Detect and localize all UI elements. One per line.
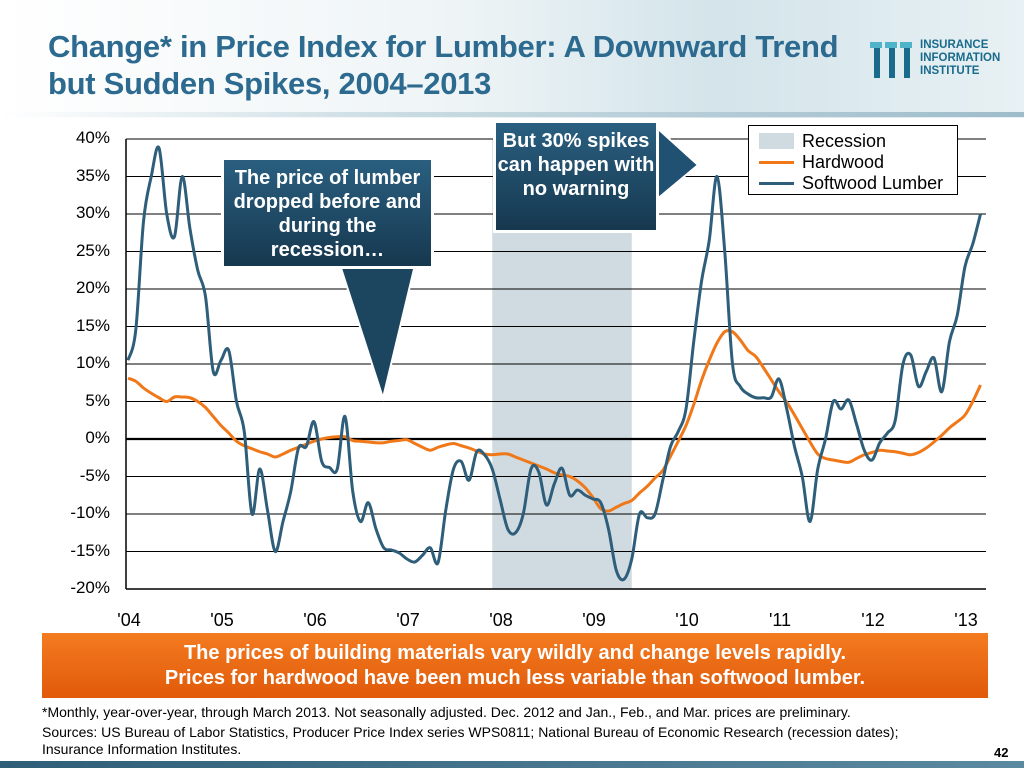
callout-left-pointer <box>338 264 417 402</box>
callout-left: The price of lumber dropped before and d… <box>221 157 434 269</box>
footer-bar <box>0 761 1024 768</box>
y-tick-label: 35% <box>75 165 110 185</box>
x-tick-label: '07 <box>396 610 420 630</box>
legend-label: Hardwood <box>802 152 885 172</box>
sources: Sources: US Bureau of Labor Statistics, … <box>42 724 899 757</box>
x-tick-label: '11 <box>768 610 792 630</box>
y-tick-label: 20% <box>75 278 110 297</box>
logo-line: INSTITUTE <box>920 65 980 77</box>
legend-swatch <box>759 161 794 164</box>
y-tick-label: 25% <box>75 240 110 260</box>
series-hardwood-line <box>127 329 982 513</box>
y-tick-label: 10% <box>75 353 110 372</box>
y-tick-label: 30% <box>75 203 110 222</box>
y-tick-label: -10% <box>70 503 110 522</box>
x-tick-label: '04 <box>117 610 141 630</box>
x-tick-label: '09 <box>582 610 606 630</box>
legend-label: Softwood Lumber <box>802 173 944 193</box>
y-tick-label: 40% <box>75 128 110 147</box>
x-tick-label: '12 <box>861 610 885 630</box>
iii-logo-mark-icon <box>870 42 912 78</box>
logo-line: INSURANCE <box>920 39 989 51</box>
logo-line: INFORMATION <box>920 52 1001 64</box>
legend-swatch <box>759 133 794 149</box>
footnote: *Monthly, year-over-year, through March … <box>42 704 851 720</box>
y-tick-label: -5% <box>79 465 110 485</box>
header-divider <box>0 112 1024 117</box>
iii-logo: INSURANCE INFORMATION INSTITUTE <box>868 38 1018 82</box>
y-tick-label: 0% <box>85 428 110 447</box>
page-number: 42 <box>994 745 1009 760</box>
summary-banner: The prices of building materials vary wi… <box>42 633 988 698</box>
x-tick-label: '10 <box>675 610 699 630</box>
y-tick-label: -20% <box>70 578 110 597</box>
logo-text: INSURANCE INFORMATION INSTITUTE <box>920 39 1000 78</box>
x-tick-label: '08 <box>489 610 513 630</box>
callout-right: But 30% spikes can happen with no warnin… <box>493 120 659 233</box>
y-tick-label: 5% <box>85 390 110 410</box>
x-tick-label: '13 <box>954 610 978 630</box>
chart-legend: Recession Hardwood Softwood Lumber <box>748 125 958 195</box>
y-tick-label: -15% <box>70 540 110 560</box>
legend-swatch <box>759 182 794 185</box>
header-background <box>0 0 1024 118</box>
x-tick-label: '06 <box>303 610 327 630</box>
series-softwood-line <box>126 145 982 582</box>
legend-label: Recession <box>802 131 887 151</box>
x-tick-label: '05 <box>210 610 234 630</box>
callout-right-pointer <box>655 124 700 203</box>
banner-line: Prices for hardwood have been much less … <box>164 667 866 689</box>
y-tick-label: 15% <box>75 315 110 335</box>
banner-line: The prices of building materials vary wi… <box>183 642 847 664</box>
slide-title: Change* in Price Index for Lumber: A Dow… <box>48 29 839 101</box>
